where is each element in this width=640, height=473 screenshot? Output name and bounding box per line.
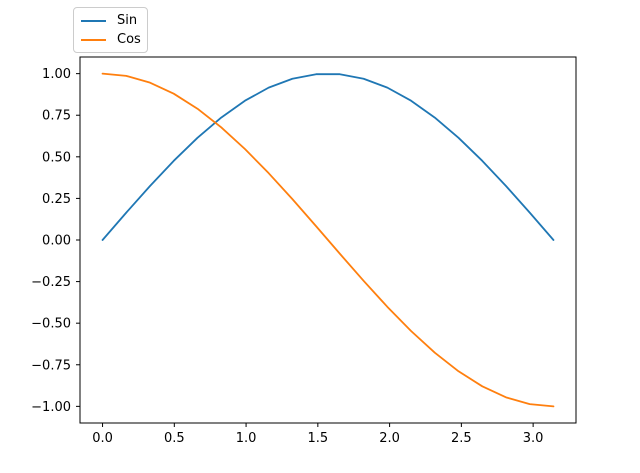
- legend: Sin Cos: [73, 7, 148, 53]
- legend-label-sin: Sin: [117, 13, 138, 28]
- y-tick-label: 1.00: [42, 67, 71, 82]
- y-tick-label: −0.75: [31, 358, 71, 373]
- x-tick-label: 2.5: [451, 431, 472, 446]
- legend-line-sample-cos: [81, 38, 106, 41]
- y-tick-label: 0.75: [42, 109, 71, 124]
- x-tick-label: 2.0: [379, 431, 400, 446]
- x-tick-label: 1.0: [236, 431, 257, 446]
- series-line-sin: [101, 73, 555, 241]
- y-tick-label: 0.50: [42, 150, 71, 165]
- y-tick-label: −1.00: [31, 400, 71, 415]
- y-tick-label: 0.00: [42, 234, 71, 249]
- x-tick-label: 0.5: [164, 431, 185, 446]
- y-tick-label: −0.50: [31, 317, 71, 332]
- legend-label-cos: Cos: [117, 32, 141, 47]
- x-tick-label: 1.5: [307, 431, 328, 446]
- series-line-cos: [101, 72, 555, 408]
- legend-line-sample-sin: [81, 19, 106, 22]
- x-tick-label: 3.0: [523, 431, 544, 446]
- y-tick-label: −0.25: [31, 275, 71, 290]
- legend-item-cos: Cos: [81, 30, 141, 49]
- x-tick-label: 0.0: [92, 431, 113, 446]
- legend-item-sin: Sin: [81, 11, 140, 30]
- y-tick-label: 0.25: [42, 192, 71, 207]
